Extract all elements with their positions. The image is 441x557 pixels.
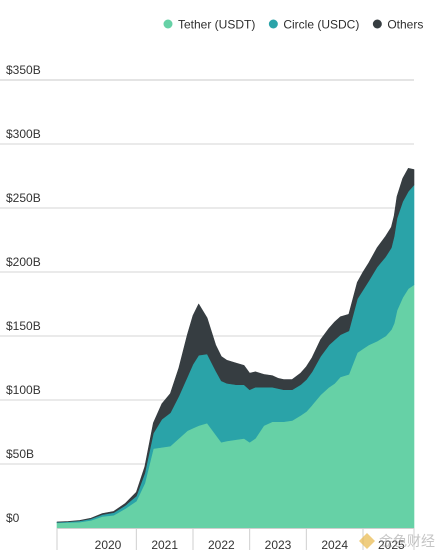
chart-legend: Tether (USDT) Circle (USDC) Others xyxy=(163,18,423,32)
watermark-text: 金色财经 xyxy=(379,533,435,549)
x-tick-label: 2020 xyxy=(95,538,122,552)
x-tick-label: 2025 xyxy=(378,538,405,552)
watermark: 金色财经 xyxy=(359,531,435,551)
area-series-others xyxy=(56,168,415,523)
legend-swatch xyxy=(163,19,173,29)
legend-swatch xyxy=(268,19,278,29)
x-tick-label: 2022 xyxy=(208,538,235,552)
y-tick-label: $300B xyxy=(6,127,41,141)
y-tick-label: $100B xyxy=(6,383,41,397)
stacked-areas xyxy=(56,168,415,529)
y-tick-label: $250B xyxy=(6,191,41,205)
legend-label: Circle (USDC) xyxy=(283,18,359,32)
x-tick-label: 2023 xyxy=(265,538,292,552)
y-tick-label: $0 xyxy=(6,511,20,525)
y-tick-label: $50B xyxy=(6,447,34,461)
watermark-logo-icon xyxy=(359,533,375,549)
x-tick-label: 2021 xyxy=(151,538,178,552)
legend-label: Others xyxy=(387,18,423,32)
x-axis: 2020 2021 2022 2023 2024 2025 xyxy=(56,528,415,552)
legend-swatch xyxy=(372,19,382,29)
y-tick-label: $350B xyxy=(6,63,41,77)
y-axis-tick-labels: $0 $50B $100B $150B $200B $250B $300B $350B xyxy=(6,63,41,525)
x-tick-label: 2024 xyxy=(321,538,348,552)
legend-label: Tether (USDT) xyxy=(178,18,255,32)
y-tick-label: $200B xyxy=(6,255,41,269)
y-tick-label: $150B xyxy=(6,319,41,333)
